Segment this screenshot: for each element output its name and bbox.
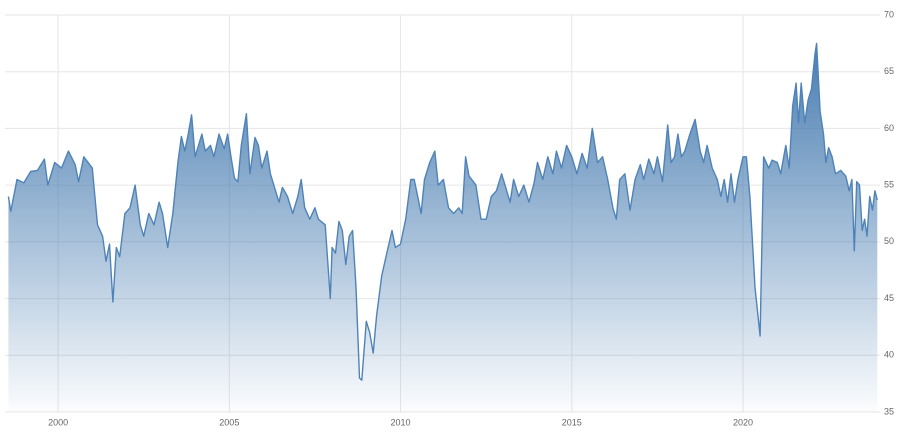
y-tick-label: 60 — [884, 123, 894, 133]
y-tick-label: 70 — [884, 9, 894, 19]
x-tick-label: 2000 — [48, 417, 68, 427]
x-tick-label: 2005 — [219, 417, 239, 427]
y-tick-label: 55 — [884, 180, 894, 190]
x-tick-label: 2010 — [391, 417, 411, 427]
y-tick-label: 50 — [884, 236, 894, 246]
area-fill — [8, 43, 878, 413]
line — [7, 42, 878, 381]
y-tick-label: 65 — [884, 66, 894, 76]
y-tick-label: 45 — [884, 293, 894, 303]
y-tick-label: 35 — [884, 406, 894, 416]
y-tick-label: 40 — [884, 350, 894, 360]
x-tick-label: 2015 — [562, 417, 582, 427]
x-tick-label: 2020 — [733, 417, 753, 427]
